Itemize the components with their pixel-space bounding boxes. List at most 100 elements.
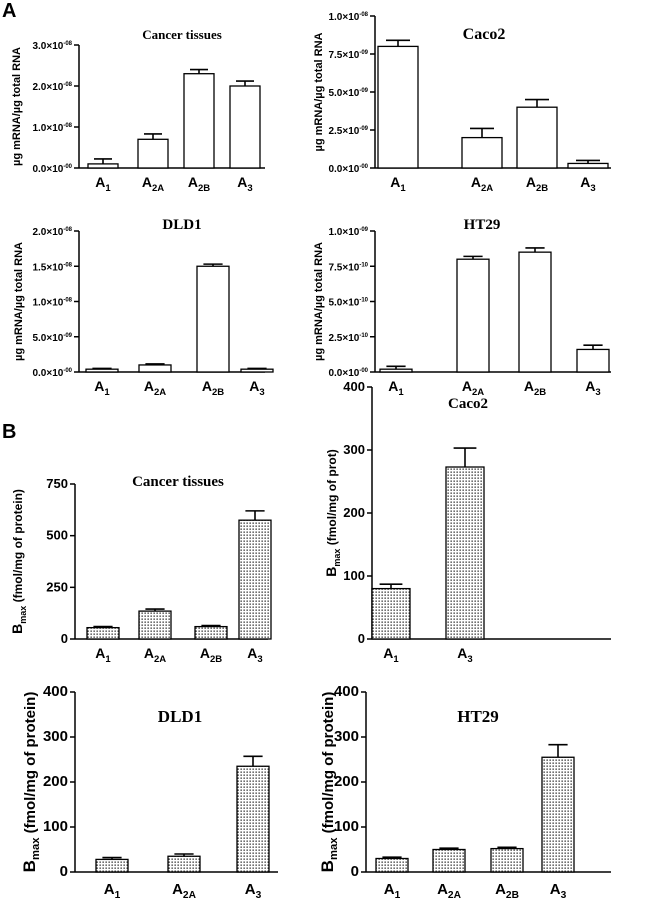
- bar: [236, 765, 270, 873]
- bar: [194, 625, 228, 640]
- chart-title: Caco2: [463, 26, 506, 43]
- y-axis-label: Bmax (fmol/mg of protein): [9, 489, 28, 634]
- y-tick-label: 0.0×10-00: [32, 368, 72, 379]
- bar: [85, 368, 119, 373]
- chart-1: Cancer tissues 0.0×10-00 1.0×10-08 2.0×10-0…: [11, 27, 265, 194]
- bar: [541, 756, 575, 873]
- y-tick-label: 1.0×10-08: [32, 123, 72, 134]
- y-tick-label: 0.0×10-00: [32, 164, 72, 175]
- y-tick-label: 250: [46, 579, 68, 594]
- bar: [567, 162, 609, 169]
- y-tick-label: 0.0×10-00: [328, 164, 368, 175]
- x-tick-label: A1: [95, 645, 111, 665]
- y-axis-label: µg mRNA/µg total RNA: [13, 242, 25, 361]
- y-tick-label: 0: [61, 631, 68, 646]
- y-tick-label: 0: [351, 863, 359, 880]
- x-tick-label: A1: [384, 881, 401, 899]
- chart-title: Cancer tissues: [132, 474, 224, 490]
- y-tick-label: 1.5×10-08: [32, 262, 72, 273]
- x-tick-label: A3: [247, 645, 262, 665]
- y-tick-label: 750: [46, 476, 68, 491]
- x-tick-label: A2A: [437, 881, 462, 899]
- y-tick-label: 7.5×10-10: [328, 262, 368, 273]
- y-tick-label: 2.0×10-08: [32, 82, 72, 93]
- x-tick-label: A2B: [526, 174, 548, 194]
- x-tick-label: A2B: [200, 645, 222, 665]
- bar: [432, 848, 466, 873]
- x-tick-label: A2A: [462, 378, 484, 398]
- bar: [138, 364, 172, 373]
- bar: [490, 847, 524, 873]
- x-tick-label: A2A: [142, 174, 164, 194]
- x-tick-label: A2B: [524, 378, 546, 398]
- y-tick-label: 200: [43, 773, 68, 790]
- y-tick-label: 1.0×10-09: [328, 227, 368, 238]
- y-tick-label: 2.5×10-10: [328, 333, 368, 344]
- bar: [138, 610, 172, 640]
- chart-title: Caco2: [448, 396, 488, 412]
- chart-2: Caco2 0.0×10-00 2.5×10-09 5.0×10-09 7.5×10-0…: [313, 12, 611, 194]
- panel-label-a: A: [2, 0, 16, 22]
- bar: [240, 368, 274, 373]
- x-tick-label: A1: [390, 174, 406, 194]
- x-tick-label: A1: [104, 881, 121, 899]
- y-tick-label: 300: [43, 728, 68, 745]
- bar: [377, 45, 419, 169]
- bar: [183, 73, 215, 169]
- x-tick-label: A2A: [172, 881, 197, 899]
- bar: [516, 106, 558, 169]
- chart-8: HT29 0 100 200 300 400 A1 A2A A2B A3 Bmax (fmol/mg…: [318, 683, 611, 899]
- y-axis-label: Bmax (fmol/mg of protein): [20, 692, 42, 873]
- bar: [371, 587, 411, 640]
- chart-4: HT29 0.0×10-00 2.5×10-10 5.0×10-10 7.5×10-10…: [313, 217, 611, 398]
- x-tick-label: A2B: [495, 881, 519, 899]
- y-tick-label: 5.0×10-10: [328, 298, 368, 309]
- panel-label-b: B: [2, 421, 16, 443]
- y-tick-label: 200: [343, 505, 365, 520]
- chart-title: DLD1: [158, 707, 202, 726]
- y-tick-label: 0.0×10-00: [328, 368, 368, 379]
- y-tick-label: 5.0×10-09: [32, 333, 72, 344]
- x-tick-label: A3: [457, 645, 472, 665]
- y-tick-label: 100: [334, 818, 359, 835]
- y-tick-label: 100: [343, 568, 365, 583]
- bar: [576, 348, 610, 373]
- y-tick-label: 0: [358, 631, 365, 646]
- chart-title: HT29: [464, 217, 501, 233]
- chart-7: DLD1 0 100 200 300 400 A1 A2A A3 Bmax (fmol/mg of…: [20, 683, 278, 899]
- x-tick-label: A3: [245, 881, 262, 899]
- y-tick-label: 0: [60, 863, 68, 880]
- chart-5: Cancer tissues 0 250 500 750 A1 A2A A2B A3 Bmax (…: [9, 474, 272, 665]
- bar: [445, 466, 485, 640]
- y-tick-label: 100: [43, 818, 68, 835]
- x-tick-label: A1: [95, 174, 111, 194]
- bar: [238, 519, 272, 640]
- bar: [379, 368, 413, 373]
- y-tick-label: 500: [46, 528, 68, 543]
- bar: [456, 258, 490, 373]
- x-tick-label: A1: [388, 378, 404, 398]
- x-tick-label: A1: [383, 645, 399, 665]
- y-tick-label: 3.0×10-08: [32, 41, 72, 52]
- y-axis-label: µg mRNA/µg total RNA: [313, 32, 325, 151]
- y-tick-label: 300: [343, 442, 365, 457]
- chart-title: DLD1: [162, 217, 201, 233]
- bar: [375, 857, 409, 873]
- y-axis-label: Bmax (fmol/mg of protein): [318, 692, 340, 873]
- bar: [137, 138, 169, 169]
- chart-6: Caco2 0 100 200 300 400 A1 A3 Bmax (fmol/mg of p…: [323, 379, 611, 665]
- x-tick-label: A2B: [202, 378, 224, 398]
- chart-title: HT29: [457, 707, 499, 726]
- bar: [196, 265, 230, 373]
- y-tick-label: 1.0×10-08: [32, 298, 72, 309]
- x-tick-label: A1: [94, 378, 110, 398]
- y-tick-label: 2.5×10-09: [328, 126, 368, 137]
- bar: [461, 136, 503, 169]
- y-tick-label: 400: [343, 379, 365, 394]
- x-tick-label: A2A: [144, 378, 166, 398]
- y-tick-label: 400: [334, 683, 359, 700]
- y-tick-label: 1.0×10-08: [328, 12, 368, 23]
- x-tick-label: A3: [550, 881, 567, 899]
- y-tick-label: 400: [43, 683, 68, 700]
